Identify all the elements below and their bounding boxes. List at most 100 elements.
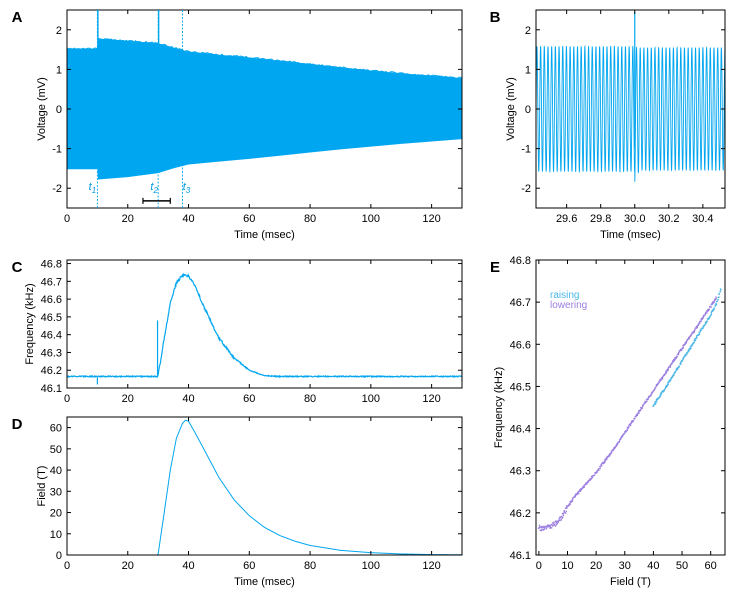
marker-label-sub: 1: [92, 186, 96, 195]
x-tick-label: 30.0: [624, 213, 645, 225]
x-tick-label: 60: [243, 213, 255, 225]
data-point: [719, 291, 721, 293]
data-point: [694, 329, 696, 331]
data-point: [682, 360, 684, 362]
y-tick-label: 40: [50, 465, 62, 477]
data-point: [562, 516, 564, 518]
data-point: [682, 358, 684, 360]
marker-label-sub: 3: [186, 186, 191, 195]
panel-label: C: [12, 259, 23, 276]
x-tick-label: 10: [561, 560, 573, 572]
y-tick-label: 46.3: [510, 466, 531, 478]
panel-d: D0 20 40 60 80 100 1200102030405060Time (msec)…: [12, 416, 462, 588]
panel-b: B29.6 29.8 30.0 30.2 30.4-2-1012Time (msec)V…: [490, 9, 725, 241]
y-tick-label: -2: [52, 183, 62, 195]
data-point: [593, 474, 595, 476]
data-point: [541, 527, 543, 529]
data-point: [678, 354, 680, 356]
plot-area: [538, 288, 722, 531]
y-tick-label: 46.2: [41, 365, 62, 377]
data-point: [709, 317, 711, 319]
data-point: [678, 366, 680, 368]
data-point: [563, 515, 565, 517]
data-point: [551, 527, 553, 529]
data-point: [653, 404, 655, 406]
data-point: [695, 339, 697, 341]
y-axis-label: Voltage (mV): [36, 77, 48, 141]
x-tick-label: 0: [64, 213, 70, 225]
x-tick-label: 40: [182, 213, 194, 225]
data-point: [552, 525, 554, 527]
data-point: [652, 392, 654, 394]
axes-frame: [67, 417, 462, 555]
data-point: [689, 335, 691, 337]
marker-label: t1: [89, 181, 97, 195]
data-point: [705, 324, 707, 326]
data-point: [692, 332, 694, 334]
y-tick-label: 60: [50, 423, 62, 435]
data-point: [690, 347, 692, 349]
data-point: [566, 511, 568, 513]
data-point: [689, 337, 691, 339]
x-tick-label: 120: [422, 213, 440, 225]
data-point: [685, 354, 687, 356]
data-point: [567, 506, 569, 508]
data-point: [720, 288, 722, 290]
marker-label: t2: [150, 181, 158, 195]
x-tick-label: 0: [536, 560, 542, 572]
data-point: [613, 449, 615, 451]
data-point: [649, 396, 651, 398]
data-point: [700, 321, 702, 323]
y-tick-label: 0: [525, 104, 531, 116]
data-point: [590, 478, 592, 480]
y-tick-label: 46.4: [41, 330, 62, 342]
data-point: [656, 401, 658, 403]
y-tick-label: 1: [525, 64, 531, 76]
data-point: [681, 350, 683, 352]
data-point: [715, 296, 717, 298]
data-point: [696, 337, 698, 339]
data-point: [601, 465, 603, 467]
x-tick-label: 120: [422, 560, 440, 572]
x-axis-label: Time (msec): [600, 229, 661, 241]
data-point: [698, 322, 700, 324]
panel-c: C0 20 40 60 80 100 12046.146.246.346.446.546.6…: [12, 259, 462, 405]
data-point: [630, 425, 632, 427]
x-tick-label: 20: [590, 560, 602, 572]
data-point: [711, 313, 713, 315]
plot-area: [67, 420, 462, 555]
data-point: [655, 402, 657, 404]
data-point: [633, 420, 635, 422]
data-point: [694, 331, 696, 333]
data-point: [586, 483, 588, 485]
data-point: [549, 525, 551, 527]
y-tick-label: 46.8: [510, 255, 531, 267]
y-tick-label: 46.7: [41, 276, 62, 288]
data-point: [648, 397, 650, 399]
x-tick-label: 80: [304, 560, 316, 572]
data-point: [543, 528, 545, 530]
data-point: [706, 321, 708, 323]
x-tick-label: 30.2: [658, 213, 679, 225]
data-point: [598, 468, 600, 470]
y-axis-label: Frequency (kHz): [493, 367, 505, 448]
panel-label: A: [12, 9, 23, 26]
marker-label: t3: [183, 181, 191, 195]
y-tick-label: 2: [56, 25, 62, 37]
data-point: [546, 528, 548, 530]
x-tick-label: 80: [304, 393, 316, 405]
y-tick-label: 46.7: [510, 297, 531, 309]
data-point: [669, 381, 671, 383]
data-point: [716, 304, 718, 306]
data-point: [559, 516, 561, 518]
x-tick-label: 20: [122, 560, 134, 572]
data-point: [655, 387, 657, 389]
signal-envelope: [67, 39, 462, 180]
data-point: [555, 525, 557, 527]
data-point: [712, 309, 714, 311]
marker-label-sub: 2: [152, 186, 158, 195]
data-point: [560, 519, 562, 521]
data-point: [646, 401, 648, 403]
data-point: [713, 300, 715, 302]
